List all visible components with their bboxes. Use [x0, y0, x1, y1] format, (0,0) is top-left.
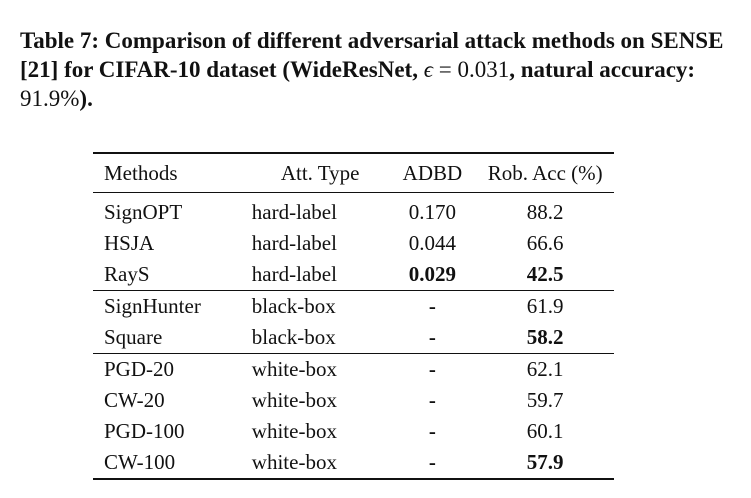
- header-att-type: Att. Type: [280, 160, 360, 185]
- cell-adbd: 0.029: [408, 262, 457, 286]
- cell-att-type: white-box: [251, 450, 337, 474]
- cell-rob-acc: 58.2: [526, 325, 564, 349]
- header-adbd: ADBD: [402, 160, 463, 185]
- table-header: Methods Att. Type ADBD Rob. Acc (%): [93, 153, 614, 193]
- caption-comma: ,: [509, 57, 515, 82]
- results-table: Methods Att. Type ADBD Rob. Acc (%) Sign…: [93, 152, 614, 480]
- cell-method: PGD-20: [104, 357, 175, 381]
- cell-method: RayS: [104, 262, 150, 286]
- table-row: SignOPT hard-label 0.170 88.2: [93, 193, 614, 229]
- cell-adbd: -: [428, 325, 436, 349]
- cell-att-type: hard-label: [251, 231, 337, 255]
- cell-att-type: hard-label: [251, 200, 337, 224]
- results-table-container: Methods Att. Type ADBD Rob. Acc (%) Sign…: [93, 152, 614, 480]
- cell-att-type: white-box: [251, 419, 337, 443]
- table-row: CW-100 white-box - 57.9: [93, 447, 614, 479]
- cell-adbd: -: [428, 450, 436, 474]
- cell-att-type: white-box: [251, 388, 337, 412]
- cell-rob-acc: 66.6: [526, 231, 564, 255]
- table-caption: Table 7: Comparison of different adversa…: [20, 26, 730, 113]
- cell-adbd: 0.044: [408, 231, 457, 255]
- cell-method: Square: [104, 325, 163, 349]
- cell-rob-acc: 61.9: [526, 294, 564, 318]
- cell-method: SignOPT: [104, 200, 183, 224]
- cell-rob-acc: 59.7: [526, 388, 564, 412]
- caption-natural-accuracy-label: natural accuracy:: [514, 57, 696, 82]
- table-row: PGD-20 white-box - 62.1: [93, 354, 614, 386]
- table-body: SignOPT hard-label 0.170 88.2 HSJA hard-…: [93, 193, 614, 479]
- table-row: Square black-box - 58.2: [93, 322, 614, 354]
- table-row: CW-20 white-box - 59.7: [93, 385, 614, 416]
- cell-adbd: -: [428, 419, 436, 443]
- cell-method: SignHunter: [104, 294, 201, 318]
- table-row: RayS hard-label 0.029 42.5: [93, 259, 614, 291]
- header-methods: Methods: [104, 160, 178, 185]
- cell-rob-acc: 88.2: [526, 200, 564, 224]
- caption-text: Table 7: Comparison of different adversa…: [20, 28, 724, 82]
- cell-rob-acc: 42.5: [526, 262, 564, 286]
- header-rob-acc: Rob. Acc (%): [487, 160, 603, 185]
- cell-method: HSJA: [104, 231, 155, 255]
- epsilon-value: = 0.031: [432, 57, 510, 82]
- cell-rob-acc: 60.1: [526, 419, 564, 443]
- table-row: HSJA hard-label 0.044 66.6: [93, 228, 614, 259]
- cell-adbd: 0.170: [408, 200, 457, 224]
- cell-method: CW-100: [104, 450, 176, 474]
- table-row: SignHunter black-box - 61.9: [93, 291, 614, 323]
- caption-accuracy-value: 91.9%: [20, 86, 80, 111]
- cell-method: PGD-100: [104, 419, 185, 443]
- cell-att-type: hard-label: [251, 262, 337, 286]
- table-row: PGD-100 white-box - 60.1: [93, 416, 614, 447]
- caption-end: ).: [79, 86, 93, 111]
- header-row: Methods Att. Type ADBD Rob. Acc (%): [93, 153, 614, 193]
- cell-att-type: black-box: [251, 325, 336, 349]
- cell-adbd: -: [428, 388, 436, 412]
- cell-att-type: black-box: [251, 294, 336, 318]
- epsilon-symbol: ϵ: [423, 57, 433, 82]
- cell-rob-acc: 62.1: [526, 357, 564, 381]
- cell-adbd: -: [428, 357, 436, 381]
- cell-adbd: -: [428, 294, 436, 318]
- cell-att-type: white-box: [251, 357, 337, 381]
- cell-method: CW-20: [104, 388, 165, 412]
- cell-rob-acc: 57.9: [526, 450, 564, 474]
